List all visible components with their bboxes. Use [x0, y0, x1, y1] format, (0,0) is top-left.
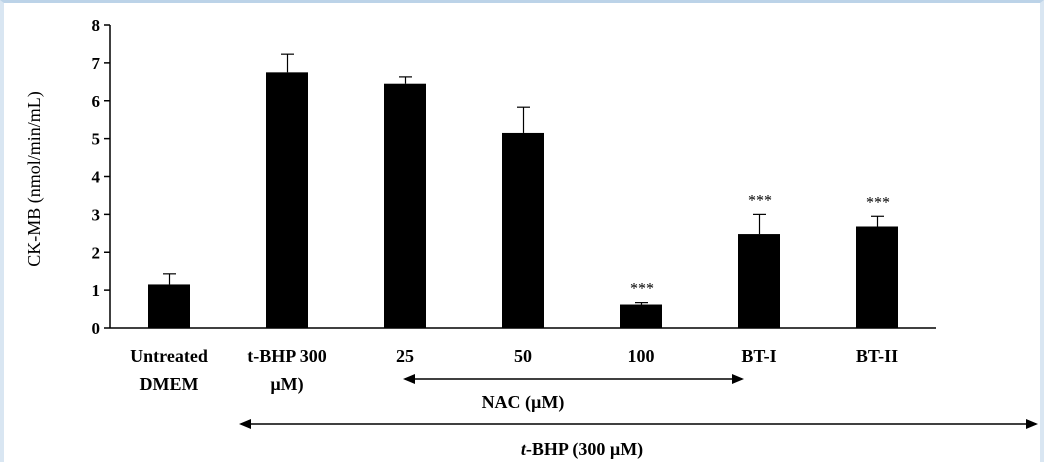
x-category-label: t-BHP 300: [247, 346, 327, 366]
group-label: t-BHP (300 µM): [521, 439, 643, 460]
significance-label: ***: [630, 281, 654, 298]
bars: [148, 72, 898, 328]
x-category-label: µM): [270, 374, 303, 395]
y-tick-label: 0: [92, 319, 101, 338]
group-arrow-head-right: [1026, 419, 1038, 429]
group-arrow-head-right: [732, 374, 744, 384]
group-label: NAC (µM): [482, 392, 565, 413]
bar: [384, 83, 426, 328]
category-labels: Untreated DMEM t-BHP 300 µM) 25 50 100 BT-I BT-I…: [130, 346, 898, 395]
y-axis-label: CK-MB (nmol/min/mL): [24, 91, 45, 267]
y-tick-label: 4: [92, 168, 101, 187]
group-arrow-head-left: [403, 374, 415, 384]
y-tick-label: 3: [92, 205, 101, 224]
x-category-label: Untreated: [130, 346, 208, 366]
bar: [738, 234, 780, 328]
y-tick-label: 7: [92, 54, 101, 73]
group-label-text-part: -BHP (300 µM): [526, 439, 643, 460]
bar: [266, 72, 308, 328]
group-label-italic-part: t: [521, 439, 527, 459]
bar: [620, 304, 662, 328]
x-category-label: 100: [628, 346, 655, 366]
group-arrow-head-left: [239, 419, 251, 429]
group-label-text-part: NAC (µM): [482, 392, 565, 413]
bar: [502, 132, 544, 328]
bar-chart: 0 1 2 3 4 5 6 7 8 *** *** *** Untreated DMEM t-BHP 3…: [24, 16, 1038, 460]
x-category-label: BT-II: [856, 346, 898, 366]
significance-label: ***: [748, 192, 772, 209]
y-tick-label: 2: [92, 243, 101, 262]
significance-marks: *** *** ***: [630, 192, 890, 297]
x-category-label: BT-I: [741, 346, 776, 366]
x-category-label: 50: [514, 346, 532, 366]
y-tick-label: 8: [92, 16, 101, 35]
x-category-label: DMEM: [140, 374, 199, 394]
y-tick-label: 5: [92, 130, 101, 149]
significance-label: ***: [866, 194, 890, 211]
y-tick-label: 1: [92, 281, 101, 300]
group-brackets: NAC (µM) t-BHP (300 µM): [239, 374, 1038, 460]
bar: [148, 284, 190, 328]
bar: [856, 226, 898, 328]
x-category-label: 25: [396, 346, 414, 366]
error-bars: [163, 53, 884, 305]
y-ticks: 0 1 2 3 4 5 6 7 8: [92, 16, 110, 338]
y-tick-label: 6: [92, 92, 101, 111]
